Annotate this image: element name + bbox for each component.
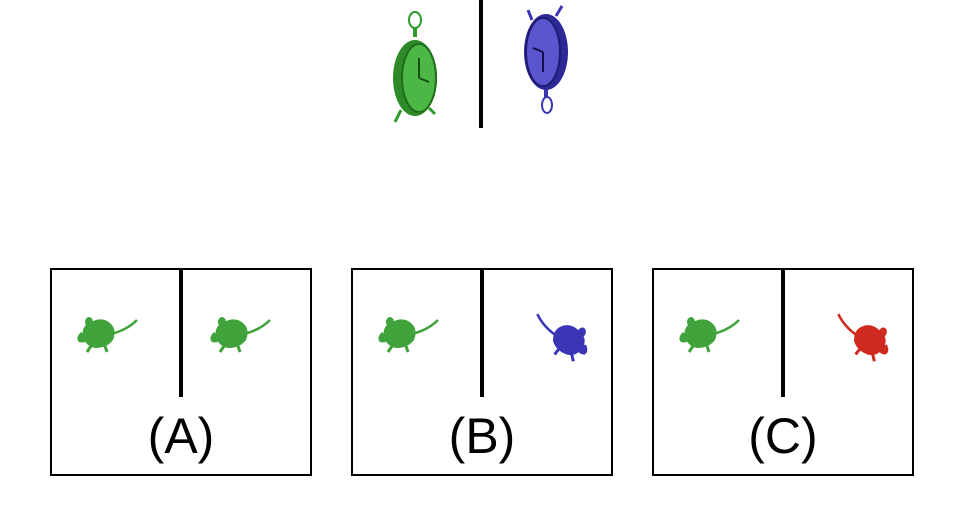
clock-icon	[518, 5, 578, 118]
option-c[interactable]: (C)	[652, 268, 914, 476]
option-label: (A)	[147, 408, 215, 464]
option-divider	[781, 270, 785, 397]
option-label: (B)	[448, 408, 516, 464]
option-label: (C)	[748, 408, 818, 464]
clock-icon	[385, 10, 445, 123]
option-a[interactable]: (A)	[50, 268, 312, 476]
mouse-icon	[812, 300, 892, 370]
option-b[interactable]: (B)	[351, 268, 613, 476]
mouse-icon	[77, 300, 157, 370]
option-divider	[480, 270, 484, 397]
mouse-icon	[511, 300, 591, 370]
mouse-icon	[210, 300, 290, 370]
mouse-icon	[378, 300, 458, 370]
mouse-icon	[679, 300, 759, 370]
question-divider	[479, 0, 483, 128]
option-divider	[179, 270, 183, 397]
